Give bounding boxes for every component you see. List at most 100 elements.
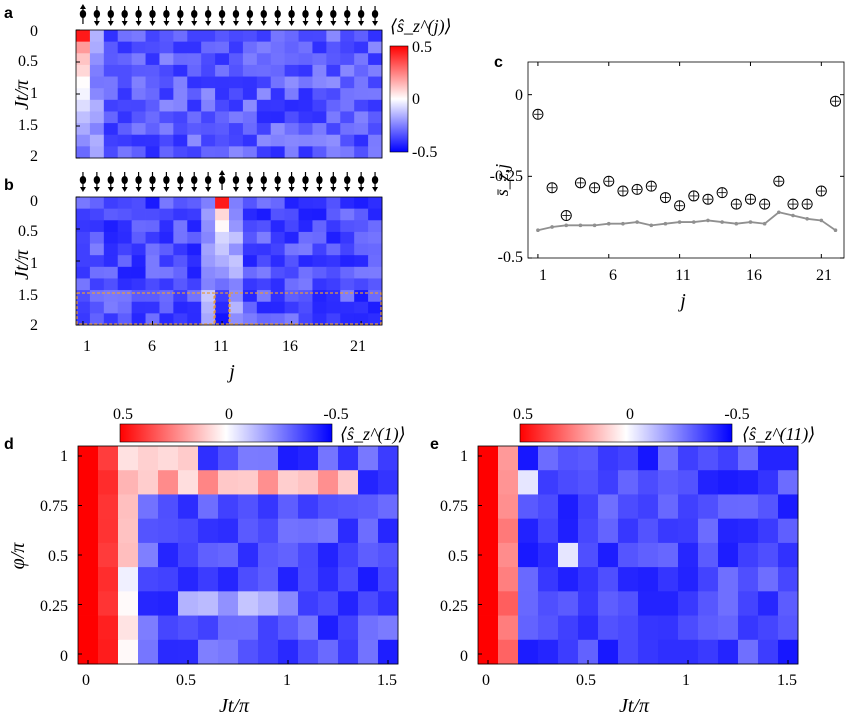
a-cell bbox=[145, 76, 160, 89]
a-cell bbox=[298, 41, 313, 54]
a-cell bbox=[215, 88, 230, 101]
panel-d-cell bbox=[138, 518, 159, 544]
panel-d-cell bbox=[198, 446, 219, 471]
a-cell bbox=[131, 64, 146, 77]
panel-e-cell bbox=[498, 518, 519, 544]
b-cell bbox=[354, 301, 369, 314]
panel-d-cell bbox=[98, 615, 119, 641]
panel-d-cell bbox=[378, 494, 399, 520]
a-cell bbox=[117, 146, 133, 159]
b-cell bbox=[215, 231, 230, 244]
panel-e-cell bbox=[658, 639, 679, 665]
a-cell bbox=[229, 111, 244, 124]
b-cell bbox=[312, 197, 327, 210]
a-cell bbox=[173, 76, 188, 89]
b-cell bbox=[284, 197, 299, 210]
a-cell bbox=[131, 41, 146, 54]
panel-d-cell bbox=[138, 446, 159, 471]
b-cell bbox=[173, 220, 188, 233]
b-xlabel: j bbox=[226, 361, 235, 383]
heatmap-d bbox=[77, 445, 399, 665]
b-cell bbox=[270, 255, 286, 268]
a-cell bbox=[89, 30, 105, 43]
a-cell bbox=[340, 76, 355, 89]
spin-head bbox=[372, 187, 379, 192]
a-cell bbox=[173, 123, 188, 136]
b-arrow-down-icon bbox=[316, 172, 323, 192]
b-ytick-4: 2 bbox=[30, 317, 38, 334]
b-arrow-down-icon bbox=[302, 172, 309, 192]
panel-d-cell bbox=[298, 494, 319, 520]
b-cell bbox=[326, 290, 341, 303]
panel-e-cell bbox=[558, 567, 579, 592]
panel-d-cell bbox=[218, 518, 239, 544]
a-cell bbox=[173, 30, 188, 43]
a-cell bbox=[284, 111, 299, 124]
panel-d-cell bbox=[218, 567, 239, 592]
a-cell bbox=[242, 76, 258, 89]
panel-e-cell bbox=[698, 446, 719, 471]
panel-d-cell bbox=[278, 494, 299, 520]
a-cell bbox=[368, 30, 383, 43]
d-xtick-3: 1.5 bbox=[377, 672, 397, 689]
c-series-2-point bbox=[748, 220, 753, 224]
c-series-2-point bbox=[833, 228, 838, 233]
b-cell bbox=[312, 301, 327, 314]
a-cell bbox=[145, 111, 160, 124]
panel-d-cell bbox=[338, 567, 359, 592]
a-cell bbox=[368, 99, 383, 112]
a-cell bbox=[187, 30, 202, 43]
a-cell bbox=[256, 88, 272, 101]
c-series-2-point bbox=[720, 220, 724, 224]
panel-d-cell bbox=[238, 470, 259, 495]
panel-d-cell bbox=[98, 591, 119, 616]
b-cell bbox=[270, 301, 286, 314]
a-cell bbox=[326, 76, 341, 89]
panel-d-cell bbox=[158, 518, 179, 544]
a-cell bbox=[298, 99, 313, 112]
a-cell bbox=[298, 53, 313, 66]
b-arrow-down-icon bbox=[232, 172, 240, 192]
a-cell bbox=[298, 123, 313, 136]
b-cell bbox=[256, 220, 272, 233]
panel-e-cell bbox=[558, 542, 579, 568]
a-cell bbox=[229, 146, 244, 159]
a-cell bbox=[256, 99, 272, 112]
panel-d-cell bbox=[258, 494, 279, 520]
b-box-left bbox=[76, 292, 215, 325]
panel-e-cell bbox=[718, 446, 739, 471]
panel-d-cell bbox=[298, 518, 319, 544]
a-cell bbox=[368, 111, 383, 124]
a-ytick-1: 0.5 bbox=[18, 53, 38, 70]
a-cell bbox=[340, 30, 355, 43]
a-cell bbox=[242, 111, 258, 124]
c-series-2-point bbox=[691, 220, 696, 224]
b-cell bbox=[326, 220, 341, 233]
panel-e-cell bbox=[518, 615, 539, 641]
a-cell bbox=[354, 30, 369, 43]
b-cell bbox=[312, 266, 327, 279]
spin-arrows-b bbox=[79, 170, 379, 192]
a-arrow-down-icon bbox=[232, 6, 240, 26]
b-cell bbox=[76, 255, 91, 268]
panel-d-cell bbox=[138, 542, 159, 568]
panel-d-cell bbox=[198, 542, 219, 568]
b-cell bbox=[201, 301, 216, 314]
b-cell bbox=[270, 266, 286, 279]
a-cell bbox=[284, 123, 299, 136]
panel-d-cell bbox=[198, 518, 219, 544]
panel-d-cell bbox=[118, 567, 139, 592]
b-cell bbox=[284, 313, 299, 326]
panel-e-cell bbox=[518, 542, 539, 568]
panel-e-cell bbox=[738, 542, 759, 568]
e-xlabel: Jt/π bbox=[619, 695, 650, 717]
b-cell bbox=[215, 255, 230, 268]
panel-d-cell bbox=[138, 567, 159, 592]
panel-e-cell bbox=[678, 567, 699, 592]
panel-d-cell bbox=[378, 518, 399, 544]
b-cell bbox=[326, 208, 341, 221]
a-cell bbox=[89, 146, 105, 159]
c-xtick-4: 21 bbox=[816, 267, 832, 284]
e-ytick-2: 0.5 bbox=[448, 548, 468, 565]
a-cell bbox=[76, 41, 91, 54]
